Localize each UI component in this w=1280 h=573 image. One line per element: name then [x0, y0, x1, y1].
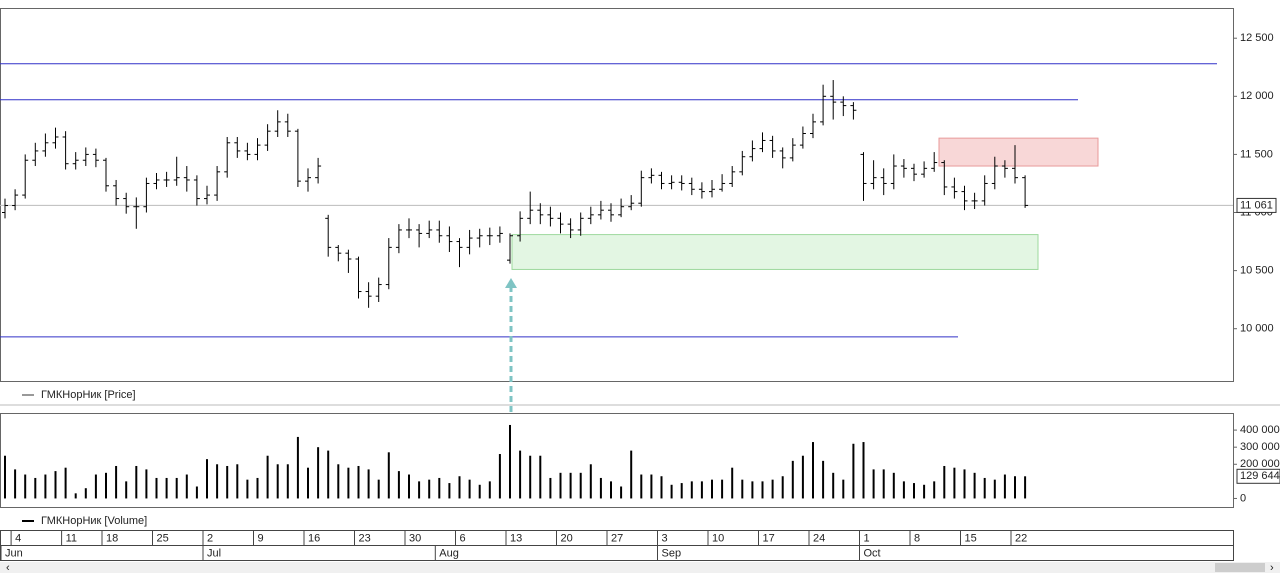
- week-label: 22: [1015, 532, 1027, 544]
- week-label: 3: [662, 532, 668, 544]
- last-volume-box: [1236, 468, 1280, 484]
- zone: [938, 137, 1099, 167]
- week-label: 25: [157, 532, 169, 544]
- week-label: 6: [460, 532, 466, 544]
- arrow-head: [505, 278, 517, 288]
- last-price-box: [1236, 197, 1277, 213]
- week-label: 23: [359, 532, 371, 544]
- week-label: 4: [15, 532, 21, 544]
- week-label: 18: [106, 532, 118, 544]
- week-label: 24: [813, 532, 825, 544]
- week-label: 17: [763, 532, 775, 544]
- month-label: Sep: [662, 547, 682, 559]
- month-label: Jul: [207, 547, 221, 559]
- legend-price: ГМКНорНик [Price]: [41, 389, 136, 401]
- y-tick-label: 400 000: [1240, 424, 1280, 436]
- y-tick-label: 12 000: [1240, 90, 1274, 102]
- week-label: 16: [308, 532, 320, 544]
- week-label: 9: [258, 532, 264, 544]
- week-label: 20: [561, 532, 573, 544]
- last-volume-label: 129 644: [1240, 470, 1280, 482]
- week-label: 27: [611, 532, 623, 544]
- scroll-right[interactable]: ›: [1270, 562, 1274, 573]
- volume-panel: [0, 413, 1234, 508]
- last-price-label: 11 061: [1240, 199, 1273, 211]
- y-tick-label: 0: [1240, 492, 1246, 504]
- month-label: Aug: [439, 547, 459, 559]
- month-label: Jun: [5, 547, 23, 559]
- scroll-left[interactable]: ‹: [6, 562, 10, 573]
- y-tick-label: 10 000: [1240, 323, 1274, 335]
- week-label: 1: [864, 532, 870, 544]
- month-label: Oct: [864, 547, 881, 559]
- week-label: 2: [207, 532, 213, 544]
- y-tick-label: 12 500: [1240, 32, 1274, 44]
- legend-volume: ГМКНорНик [Volume]: [41, 515, 147, 527]
- week-label: 10: [712, 532, 724, 544]
- scroll-thumb[interactable]: [1215, 563, 1265, 572]
- week-label: 15: [965, 532, 977, 544]
- week-label: 8: [914, 532, 920, 544]
- y-tick-label: 200 000: [1240, 458, 1280, 470]
- y-tick-label: 300 000: [1240, 441, 1280, 453]
- y-tick-label: 11 500: [1240, 148, 1273, 160]
- week-label: 30: [409, 532, 421, 544]
- zone: [511, 234, 1039, 270]
- y-tick-label: 10 500: [1240, 265, 1274, 277]
- week-label: 13: [510, 532, 522, 544]
- price-panel: [0, 8, 1234, 382]
- week-label: 11: [66, 532, 77, 544]
- scrollbar[interactable]: [0, 562, 1280, 573]
